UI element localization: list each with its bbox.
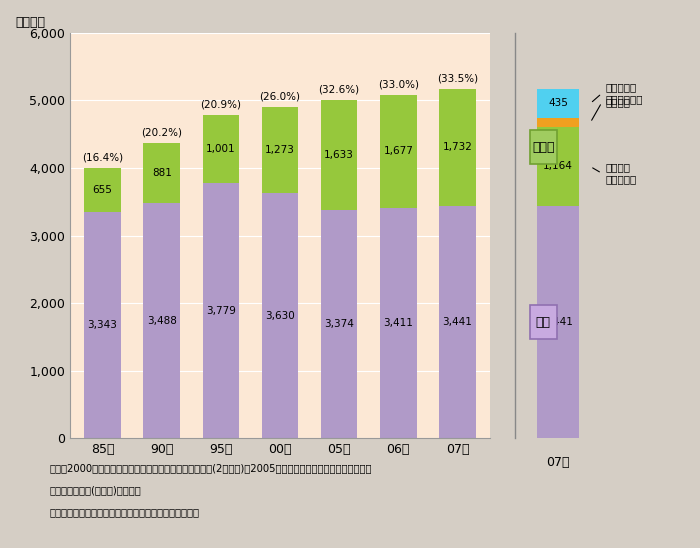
Text: (33.5%): (33.5%) xyxy=(437,73,478,83)
Bar xyxy=(439,89,476,206)
Text: 3,630: 3,630 xyxy=(265,311,295,321)
Bar xyxy=(84,213,121,438)
Text: 3,411: 3,411 xyxy=(384,318,413,328)
Text: 1,677: 1,677 xyxy=(384,146,413,156)
Text: （万人）: （万人） xyxy=(15,16,46,29)
FancyBboxPatch shape xyxy=(530,305,557,339)
Text: 3,441: 3,441 xyxy=(442,317,472,327)
Bar xyxy=(144,143,180,203)
Text: (20.2%): (20.2%) xyxy=(141,128,182,138)
Bar xyxy=(321,210,358,438)
Bar xyxy=(262,193,298,438)
Text: 契約社員・
嘱託・その他: 契約社員・ 嘱託・その他 xyxy=(606,83,643,104)
Bar xyxy=(380,208,416,438)
Text: 655: 655 xyxy=(92,185,113,195)
Text: 注：雇用形態の区分は、勤め先での呼称によるもの。: 注：雇用形態の区分は、勤め先での呼称によるもの。 xyxy=(49,507,199,517)
Text: 435: 435 xyxy=(548,99,568,109)
Text: 1,732: 1,732 xyxy=(442,142,472,152)
Text: 3,343: 3,343 xyxy=(88,321,118,330)
Bar xyxy=(380,94,416,208)
Bar xyxy=(144,203,180,438)
Text: (33.0%): (33.0%) xyxy=(378,79,419,89)
Text: (32.6%): (32.6%) xyxy=(318,84,360,95)
Text: 881: 881 xyxy=(152,168,172,178)
Bar xyxy=(538,206,579,438)
Text: 集計）」(年平均)による。: 集計）」(年平均)による。 xyxy=(49,485,141,495)
Bar xyxy=(538,118,579,127)
Text: 正規: 正規 xyxy=(536,316,551,329)
Bar xyxy=(84,168,121,213)
Bar xyxy=(538,89,579,118)
Text: 1,273: 1,273 xyxy=(265,145,295,155)
Bar xyxy=(202,183,239,438)
Text: パート・
アルバイト: パート・ アルバイト xyxy=(606,162,636,184)
Text: 1,633: 1,633 xyxy=(324,150,354,160)
Text: 3,488: 3,488 xyxy=(147,316,176,326)
Text: (16.4%): (16.4%) xyxy=(82,153,123,163)
Text: 3,374: 3,374 xyxy=(324,319,354,329)
Text: 派遣社員: 派遣社員 xyxy=(606,98,630,107)
Text: 3,779: 3,779 xyxy=(206,306,236,316)
Bar xyxy=(439,206,476,438)
Text: 3,441: 3,441 xyxy=(543,317,573,327)
Text: 資料：2000年までは総務省「労働力調査（特別調査）」(2月調査)、2005年以降は総務省「労働力調査（詳細: 資料：2000年までは総務省「労働力調査（特別調査）」(2月調査)、2005年以… xyxy=(49,463,372,473)
Text: 非正規: 非正規 xyxy=(532,141,554,154)
Text: 1,001: 1,001 xyxy=(206,144,236,154)
Text: (26.0%): (26.0%) xyxy=(260,92,300,101)
Bar xyxy=(262,107,298,193)
Bar xyxy=(321,100,358,210)
Text: 07年: 07年 xyxy=(547,455,570,469)
FancyBboxPatch shape xyxy=(530,130,557,164)
Bar xyxy=(202,115,239,183)
Text: 1,164: 1,164 xyxy=(543,162,573,172)
Text: (20.9%): (20.9%) xyxy=(200,100,242,110)
Bar xyxy=(538,127,579,206)
